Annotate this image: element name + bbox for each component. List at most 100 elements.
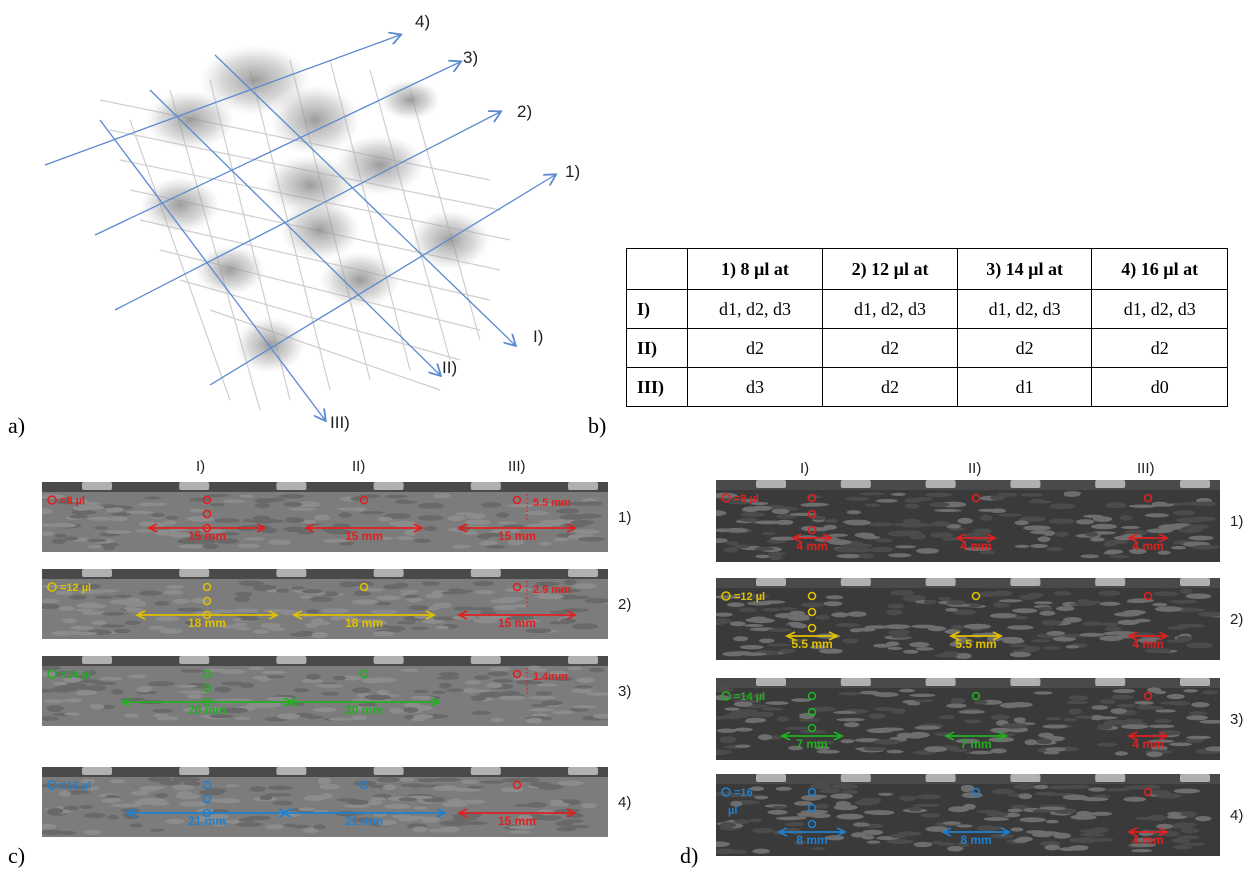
injection-marker-icon	[202, 669, 212, 679]
distribution-width-label: 15 mm	[345, 529, 383, 543]
panel-d-row-label: 4)	[1230, 807, 1244, 824]
distribution-width-label: 5.5 mm	[955, 637, 996, 651]
table-row: II) d2 d2 d2 d2	[626, 328, 1228, 368]
legend-label: =12 µl	[60, 582, 91, 594]
panel-d-scan-image: =8 µl 4 mm 4 mm 4 mm	[716, 480, 1220, 562]
distribution-width-label: 5.5 mm	[791, 637, 832, 651]
panel-a-figure: 4) 3) 2) 1) I) II) III)	[30, 0, 600, 440]
panel-c-row-label: 1)	[618, 509, 632, 526]
legend-label: µl	[728, 805, 737, 817]
panel-d-scan-image: =14 µl 7 mm 7 mm 4 mm	[716, 678, 1220, 760]
injection-marker-icon	[202, 794, 212, 804]
injection-marker-icon	[807, 607, 817, 617]
distribution-width-label: 4 mm	[1132, 637, 1163, 651]
distribution-width-label: 7 mm	[960, 737, 991, 751]
injection-marker-icon	[807, 591, 817, 601]
legend-label: =12 µl	[734, 591, 765, 603]
legend-label: =8 µl	[734, 493, 759, 505]
table-cell	[626, 248, 688, 290]
panel-a-letter: a)	[8, 413, 26, 438]
distribution-width-label: 18 mm	[345, 616, 383, 630]
legend-marker-icon	[721, 787, 731, 797]
legend-marker-icon	[721, 691, 731, 701]
panel-d-scan-image: =16 µl 8 mm 8 mm 4 mm	[716, 774, 1220, 856]
table-cell: d1, d2, d3	[1091, 289, 1228, 329]
table-header-row: 1) 8 µl at 2) 12 µl at 3) 14 µl at 4) 16…	[626, 248, 1228, 290]
panel-d-row-label: 3)	[1230, 711, 1244, 728]
table-row-header: II)	[626, 328, 688, 368]
injection-marker-icon	[202, 509, 212, 519]
legend-marker-icon	[47, 582, 57, 592]
panel-a-row-label: 4)	[415, 12, 431, 31]
injection-marker-icon	[807, 723, 817, 733]
injection-marker-icon	[512, 780, 522, 790]
legend-marker-icon	[721, 493, 731, 503]
injection-marker-icon	[1143, 787, 1153, 797]
injection-marker-icon	[1143, 691, 1153, 701]
legend-label: =16 µl	[60, 780, 91, 792]
injection-marker-icon	[807, 819, 817, 829]
table-cell: d1, d2, d3	[822, 289, 958, 329]
panel-d-scan-image: =12 µl 5.5 mm 5.5 mm 4 mm	[716, 578, 1220, 660]
table-header-cell: 1) 8 µl at	[686, 248, 824, 290]
distribution-width-label: 4 mm	[1132, 539, 1163, 553]
legend-label: =8 µl	[60, 495, 85, 507]
legend-label: =14 µl	[60, 669, 91, 681]
panel-c-letter: c)	[8, 843, 26, 868]
legend-marker-icon	[47, 669, 57, 679]
injection-marker-icon	[971, 591, 981, 601]
panel-c-scan-image: =16 µl 21 mm 21 mm 15 mm	[42, 767, 608, 837]
distribution-width-label: 4 mm	[796, 539, 827, 553]
table-row: I) d1, d2, d3 d1, d2, d3 d1, d2, d3 d1, …	[626, 289, 1228, 329]
panel-d-col-label: II)	[968, 460, 982, 477]
distribution-width-label: 15 mm	[498, 616, 536, 630]
injection-marker-icon	[202, 582, 212, 592]
panel-c-col-label: II)	[352, 458, 366, 475]
table-cell: d0	[1091, 367, 1228, 407]
injection-marker-icon	[359, 669, 369, 679]
legend-marker-icon	[721, 591, 731, 601]
distribution-width-label: 20 mm	[188, 703, 226, 717]
injection-marker-icon	[807, 787, 817, 797]
table-cell: d2	[1091, 328, 1228, 368]
panel-a-col-label: III)	[330, 413, 350, 432]
panel-c-col-label: III)	[508, 458, 526, 475]
table-cell: d2	[956, 328, 1093, 368]
panel-c-row-label: 2)	[618, 596, 632, 613]
injection-marker-icon	[202, 683, 212, 693]
panel-d-letter: d)	[680, 843, 699, 868]
panel-c-scan-image: =14 µl 20 mm 20 mm 1.4mm	[42, 656, 608, 726]
distribution-width-label: 21 mm	[188, 814, 226, 828]
panel-a-row-label: 3)	[463, 48, 479, 67]
distribution-width-label: 4 mm	[1132, 833, 1163, 847]
injection-marker-icon	[807, 623, 817, 633]
table-header-cell: 4) 16 µl at	[1091, 248, 1228, 290]
injection-marker-icon	[512, 669, 522, 679]
injection-marker-icon	[202, 780, 212, 790]
table-cell: d2	[686, 328, 824, 368]
injection-marker-icon	[807, 525, 817, 535]
panel-c-scan-image: =12 µl 18 mm 18 mm 15 mm 2.9 mm	[42, 569, 608, 639]
injection-marker-icon	[202, 596, 212, 606]
injection-marker-icon	[971, 787, 981, 797]
table-header-cell: 2) 12 µl at	[822, 248, 958, 290]
injection-marker-icon	[512, 582, 522, 592]
table-header-cell: 3) 14 µl at	[956, 248, 1093, 290]
table-cell: d2	[822, 328, 958, 368]
panel-d-col-label: I)	[800, 460, 810, 477]
panel-c-row-label: 3)	[618, 683, 632, 700]
panel-d-row-label: 1)	[1230, 513, 1244, 530]
legend-marker-icon	[47, 780, 57, 790]
injection-marker-icon	[1143, 493, 1153, 503]
panel-d-col-label: III)	[1137, 460, 1155, 477]
injection-marker-icon	[202, 495, 212, 505]
injection-marker-icon	[1143, 591, 1153, 601]
injection-marker-icon	[359, 780, 369, 790]
table-cell: d2	[822, 367, 958, 407]
table-row: III) d3 d2 d1 d0	[626, 367, 1228, 407]
panel-a-col-label: I)	[533, 327, 544, 346]
table-cell: d1, d2, d3	[686, 289, 824, 329]
distribution-width-label: 4 mm	[960, 539, 991, 553]
distribution-width-label: 4 mm	[1132, 737, 1163, 751]
injection-marker-icon	[807, 691, 817, 701]
